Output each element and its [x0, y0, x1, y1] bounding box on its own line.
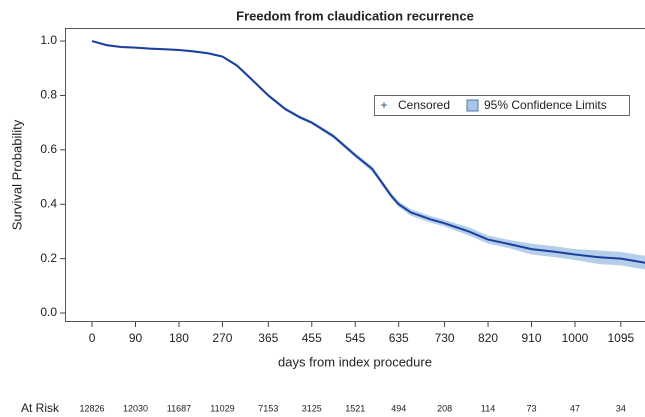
x-tick-label: 910	[521, 331, 541, 345]
at-risk-count: 11687	[167, 403, 191, 413]
legend-label: 95% Confidence Limits	[484, 98, 607, 112]
legend-censored-symbol: +	[380, 98, 387, 112]
x-tick-label: 270	[212, 331, 232, 345]
at-risk-count: 73	[527, 403, 537, 413]
at-risk-count: 47	[570, 403, 580, 413]
y-tick-label: 0.6	[40, 142, 57, 156]
at-risk-count: 12826	[80, 403, 105, 413]
at-risk-count: 12030	[123, 403, 148, 413]
at-risk-label: At Risk	[21, 401, 60, 415]
y-tick-label: 0.4	[40, 196, 57, 210]
plot-frame	[65, 28, 645, 322]
legend-box	[374, 95, 630, 116]
x-tick-label: 180	[169, 331, 189, 345]
x-tick-label: 730	[435, 331, 455, 345]
at-risk-count: 1521	[345, 403, 365, 413]
x-tick-label: 455	[302, 331, 322, 345]
at-risk-count: 114	[481, 403, 495, 413]
y-axis-label: Survival Probability	[9, 119, 24, 230]
y-tick-label: 1.0	[40, 33, 57, 47]
legend-swatch	[466, 99, 479, 112]
legend: + Censored 95% Confidence Limits	[374, 95, 630, 116]
x-tick-label: 365	[258, 331, 278, 345]
x-tick-label: 90	[129, 331, 143, 345]
at-risk-count: 208	[437, 403, 452, 413]
at-risk-count: 7153	[258, 403, 278, 413]
x-tick-label: 1000	[562, 331, 589, 345]
at-risk-count: 11029	[210, 403, 234, 413]
y-tick-label: 0.8	[40, 88, 57, 102]
y-tick-label: 0.0	[40, 305, 57, 319]
y-tick-label: 0.2	[40, 251, 57, 265]
at-risk-count: 494	[391, 403, 406, 413]
legend-label: Censored	[398, 98, 450, 112]
confidence-band	[92, 41, 645, 270]
x-tick-label: 0	[89, 331, 96, 345]
plot-area	[91, 40, 645, 270]
x-tick-label: 820	[478, 331, 498, 345]
x-axis-label: days from index procedure	[278, 354, 432, 369]
chart-title: Freedom from claudication recurrence	[236, 8, 474, 23]
x-tick-label: 635	[389, 331, 409, 345]
survival-line	[91, 40, 645, 264]
x-tick-label: 1095	[608, 331, 635, 345]
at-risk-count: 3125	[302, 403, 322, 413]
x-tick-label: 545	[345, 331, 365, 345]
at-risk-count: 34	[616, 403, 626, 413]
